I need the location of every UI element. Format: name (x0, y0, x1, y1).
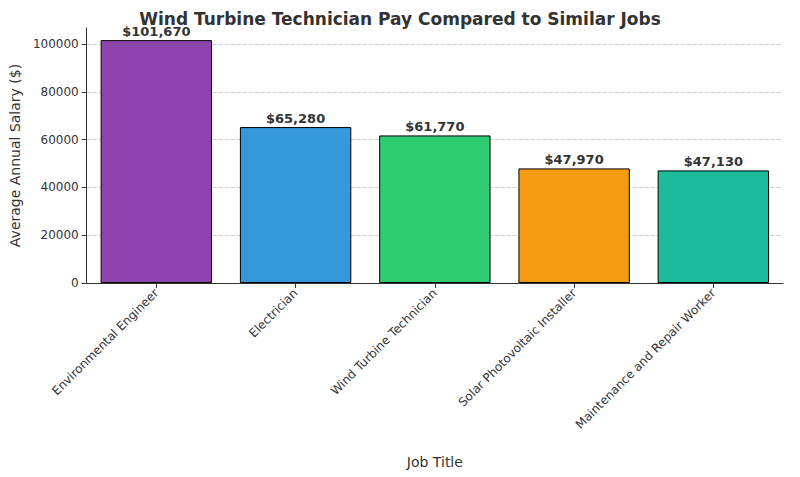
svg-text:Wind Turbine Technician: Wind Turbine Technician (328, 286, 440, 398)
svg-text:60000: 60000 (41, 133, 79, 147)
svg-text:Wind Turbine Technician Pay Co: Wind Turbine Technician Pay Compared to … (139, 9, 661, 29)
svg-text:Environmental Engineer: Environmental Engineer (49, 286, 161, 398)
svg-text:$61,770: $61,770 (405, 119, 464, 134)
svg-text:100000: 100000 (33, 37, 79, 51)
svg-text:Job Title: Job Title (406, 454, 463, 470)
svg-text:0: 0 (71, 276, 79, 290)
svg-text:$65,280: $65,280 (266, 111, 325, 126)
svg-text:$101,670: $101,670 (122, 24, 191, 40)
svg-text:Maintenance and Repair Worker: Maintenance and Repair Worker (573, 286, 719, 432)
svg-text:$47,970: $47,970 (545, 152, 604, 167)
svg-text:80000: 80000 (41, 85, 79, 99)
svg-text:Electrician: Electrician (246, 286, 300, 340)
svg-text:$47,130: $47,130 (684, 154, 743, 169)
svg-text:20000: 20000 (41, 228, 79, 242)
svg-text:Average Annual Salary ($): Average Annual Salary ($) (7, 64, 23, 247)
svg-text:40000: 40000 (41, 180, 79, 194)
svg-text:Solar Photovoltaic Installer: Solar Photovoltaic Installer (456, 286, 579, 409)
